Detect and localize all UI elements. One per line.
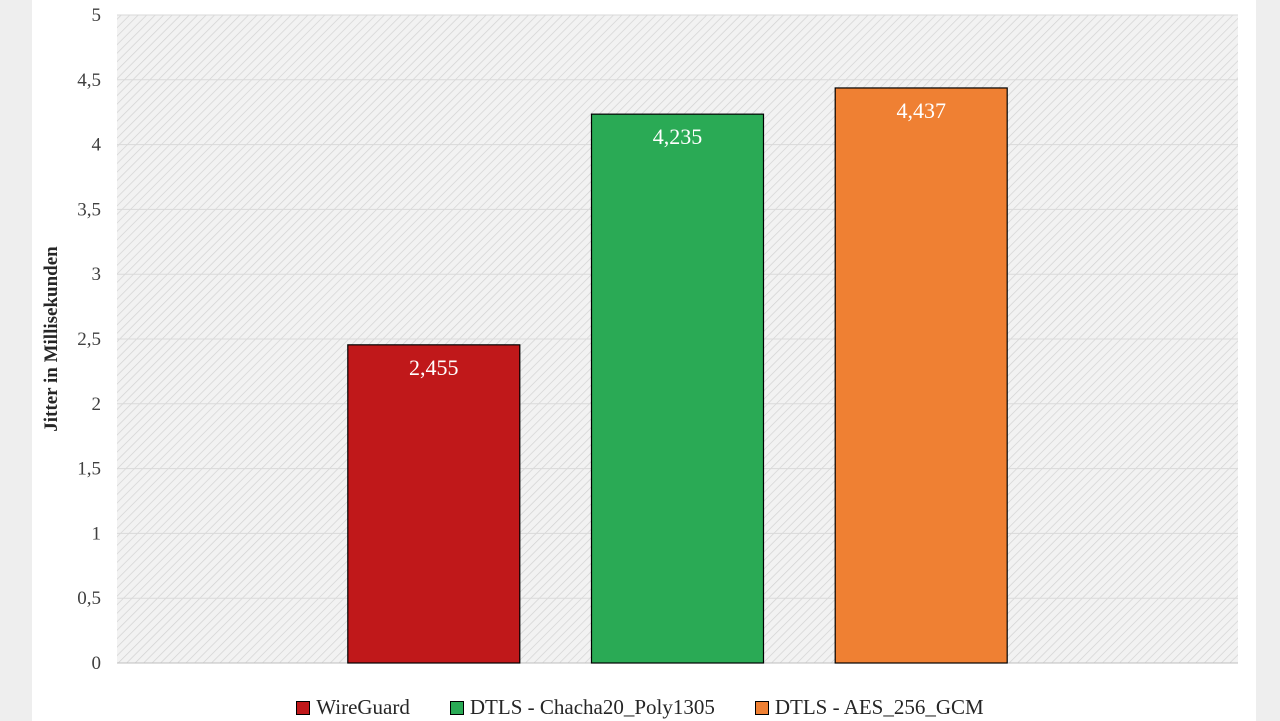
bars <box>347 87 1008 664</box>
bar-1 <box>347 344 521 664</box>
y-axis-ticks: 0 0,5 1 1,5 2 2,5 3 3,5 4 4,5 5 <box>77 5 101 674</box>
y-tick-label: 3,5 <box>77 199 101 220</box>
legend-item: DTLS - Chacha20_Poly1305 <box>449 695 715 720</box>
y-tick-label: 4,5 <box>77 70 101 91</box>
y-tick-label: 4 <box>92 135 102 156</box>
y-tick-label: 0 <box>92 653 102 674</box>
y-tick-label: 1,5 <box>77 459 101 480</box>
legend: WireGuard DTLS - Chacha20_Poly1305 DTLS - … <box>0 694 1280 721</box>
legend-label: DTLS - AES_256_GCM <box>774 695 984 719</box>
data-label: 4,437 <box>896 98 946 123</box>
data-label: 2,455 <box>409 355 459 380</box>
data-label: 4,235 <box>653 124 703 149</box>
y-tick-label: 0,5 <box>77 588 101 609</box>
bar-3 <box>834 87 1008 664</box>
legend-swatch <box>449 700 464 715</box>
legend-item: DTLS - AES_256_GCM <box>754 695 984 720</box>
bar-2 <box>590 113 765 664</box>
legend-swatch <box>296 700 311 715</box>
y-tick-label: 1 <box>92 523 102 544</box>
y-axis-label: Jitter in Millisekunden <box>41 246 62 432</box>
legend-swatch <box>754 700 769 715</box>
legend-label: DTLS - Chacha20_Poly1305 <box>469 695 715 719</box>
legend-item: WireGuard <box>296 695 410 720</box>
legend-label: WireGuard <box>316 695 410 719</box>
y-tick-label: 2 <box>92 394 102 415</box>
y-tick-label: 5 <box>92 5 102 26</box>
y-tick-label: 3 <box>92 264 102 285</box>
y-tick-label: 2,5 <box>77 329 101 350</box>
data-labels: 2,455 4,235 4,437 <box>409 98 946 380</box>
